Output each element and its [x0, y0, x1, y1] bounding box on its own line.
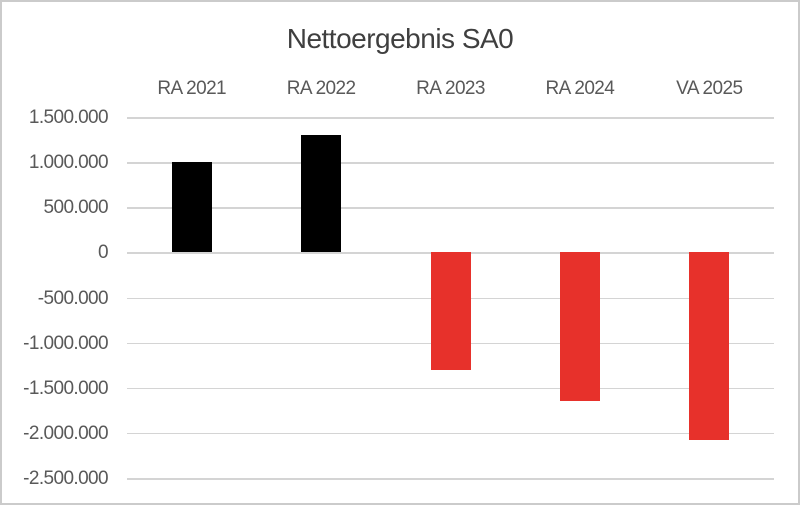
gridline: [127, 478, 774, 480]
bar-ra-2023: [430, 252, 471, 370]
y-axis-tick-label: -500.000: [37, 287, 109, 309]
y-axis-tick-label: 500.000: [43, 197, 109, 219]
category-label-ra-2021: RA 2021: [157, 78, 227, 99]
category-label-ra-2022: RA 2022: [286, 78, 356, 99]
bar-va-2025: [689, 252, 730, 441]
bar-ra-2022: [301, 135, 342, 253]
y-axis-tick-label: 1.500.000: [28, 107, 109, 128]
gridline: [127, 432, 774, 435]
bar-ra-2024: [559, 252, 600, 402]
y-axis-tick-label: -1.000.000: [23, 332, 108, 354]
y-axis-tick-label: -2.000.000: [23, 422, 108, 444]
gridline: [127, 207, 774, 209]
gridline: [127, 117, 774, 119]
category-label-va-2025: VA 2025: [676, 78, 743, 99]
y-axis-tick-label: -2.500.000: [23, 468, 108, 489]
bar-ra-2021: [171, 162, 212, 253]
gridline: [127, 162, 774, 164]
category-label-ra-2023: RA 2023: [416, 78, 485, 99]
y-axis-tick-label: 0: [98, 242, 109, 264]
gridline: [127, 387, 774, 390]
y-axis-tick-label: 1.000.000: [28, 152, 109, 174]
y-axis-tick-label: -1.500.000: [23, 377, 108, 399]
category-label-ra-2024: RA 2024: [545, 78, 615, 99]
chart-title: Nettoergebnis SA0: [286, 23, 514, 54]
